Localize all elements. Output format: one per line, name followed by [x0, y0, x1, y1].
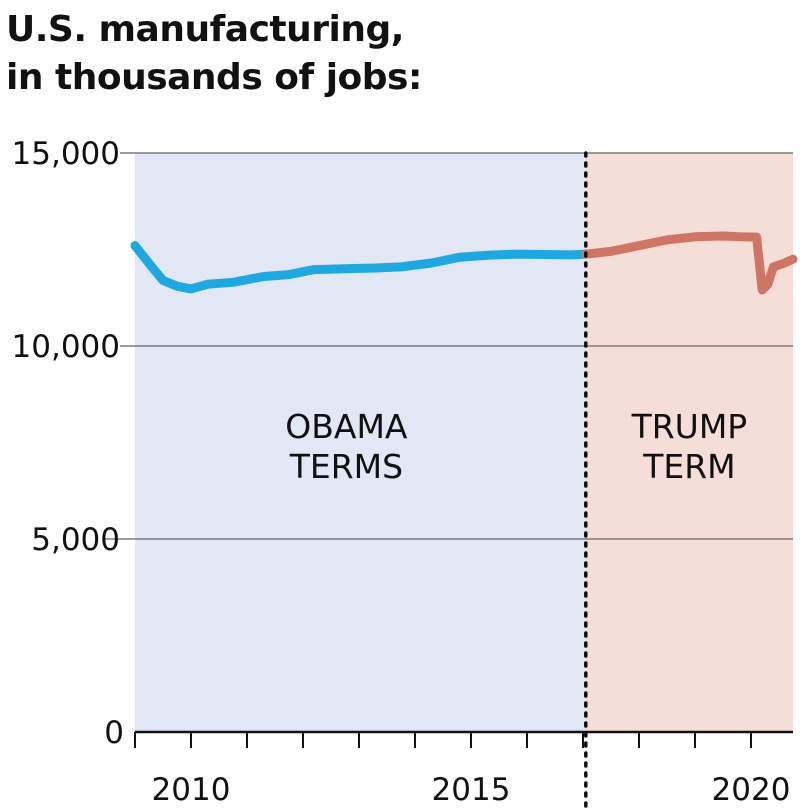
y-tick-label-2: 10,000 [12, 329, 120, 365]
region-label-1-line-1: TERM [642, 447, 735, 486]
region-label-1-line-0: TRUMP [631, 407, 748, 446]
series-lines [130, 231, 798, 295]
title-line-2: in thousands of jobs: [6, 57, 422, 98]
chart-title: U.S. manufacturing, in thousands of jobs… [6, 6, 422, 102]
region-label-0-line-1: TERMS [289, 447, 403, 486]
y-tick-label-0: 0 [104, 715, 124, 751]
x-axis: 2010 2015 2020 [134, 730, 793, 808]
x-tick-label-0: 2010 [152, 772, 231, 808]
x-tick-label-1: 2015 [432, 772, 511, 808]
series-line-0 [130, 241, 591, 294]
x-tick-label-2: 2020 [712, 772, 791, 808]
y-axis-labels: 0 5,000 10,000 15,000 [12, 136, 124, 751]
region-label-0-line-0: OBAMA [285, 407, 408, 446]
gridlines [104, 152, 793, 540]
region-band-0 [135, 153, 586, 732]
y-tick-label-1: 5,000 [31, 522, 120, 558]
title-line-1: U.S. manufacturing, [6, 9, 404, 50]
y-tick-label-3: 15,000 [12, 136, 120, 172]
series-line-1 [581, 231, 798, 295]
